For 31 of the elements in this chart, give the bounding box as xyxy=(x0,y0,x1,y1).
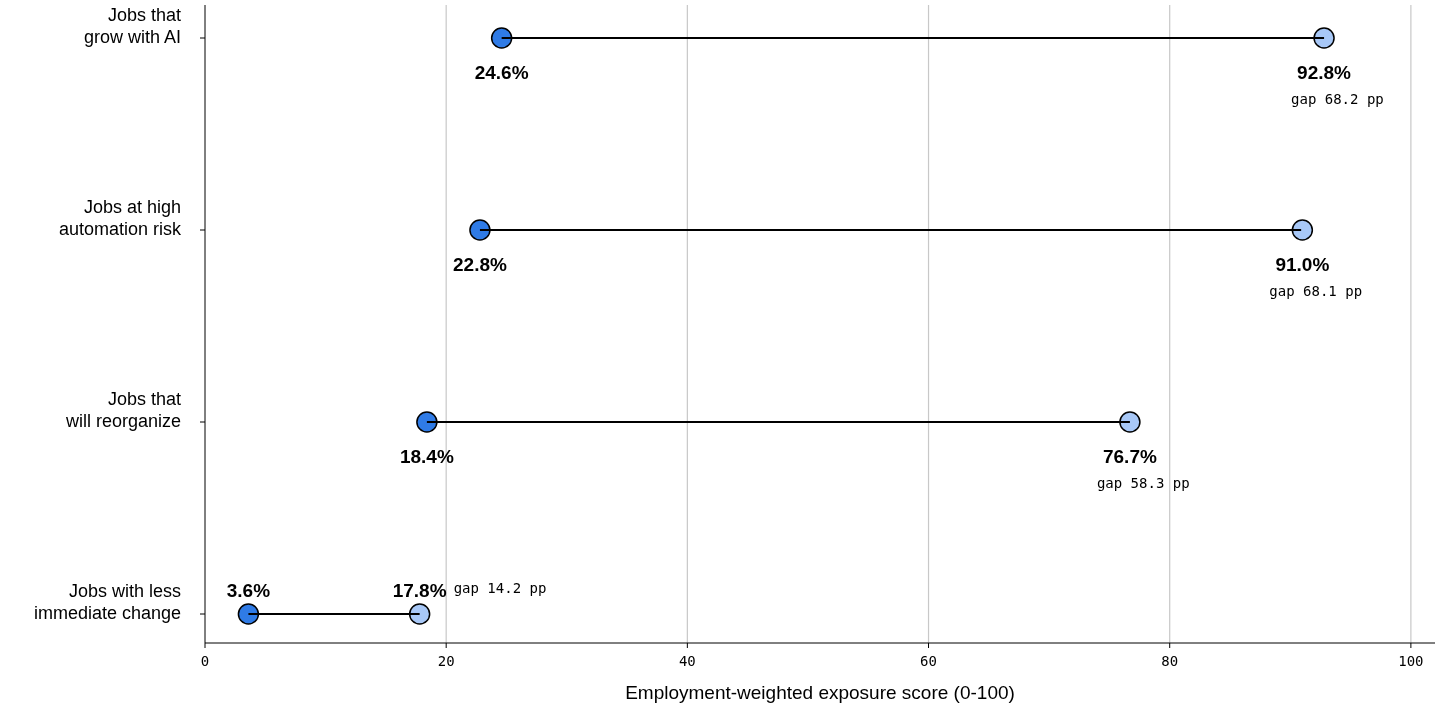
x-tick-label: 40 xyxy=(678,653,696,669)
y-tick-label: Jobs that grow with AI xyxy=(83,5,181,47)
point xyxy=(1119,411,1141,433)
annotation: gap 14.2 pp xyxy=(453,580,547,596)
data-label: 18.4% xyxy=(399,446,454,467)
data-label: 3.6% xyxy=(226,580,271,601)
data-label: 91.0% xyxy=(1275,254,1330,275)
x-tick-label: 20 xyxy=(437,653,455,669)
point xyxy=(490,27,513,49)
data-label: 92.8% xyxy=(1297,62,1352,83)
annotation: gap 58.3 pp xyxy=(1096,475,1190,491)
x-tick-label: 0 xyxy=(200,653,210,669)
annotation: gap 68.1 pp xyxy=(1269,283,1363,299)
x-tick-label: 60 xyxy=(920,653,937,669)
x-axis-title: Employment-weighted exposure score (0-100) xyxy=(625,682,1015,703)
data-label: 22.8% xyxy=(453,254,507,275)
y-tick-label: Jobs at high automation risk xyxy=(58,197,182,239)
point xyxy=(408,603,431,625)
data-label: 17.8% xyxy=(392,580,447,601)
annotation: gap 68.2 pp xyxy=(1291,91,1384,107)
point xyxy=(416,411,438,433)
data-label: 24.6% xyxy=(474,62,529,83)
point xyxy=(1291,219,1314,241)
point xyxy=(237,603,260,625)
x-tick-label: 80 xyxy=(1161,653,1179,669)
y-tick-label: Jobs with less immediate change xyxy=(33,581,181,623)
point xyxy=(469,219,491,241)
data-label: 76.7% xyxy=(1102,446,1157,467)
x-tick-label: 100 xyxy=(1398,653,1424,669)
y-tick-label: Jobs that will reorganize xyxy=(64,389,181,431)
point xyxy=(1313,27,1335,49)
